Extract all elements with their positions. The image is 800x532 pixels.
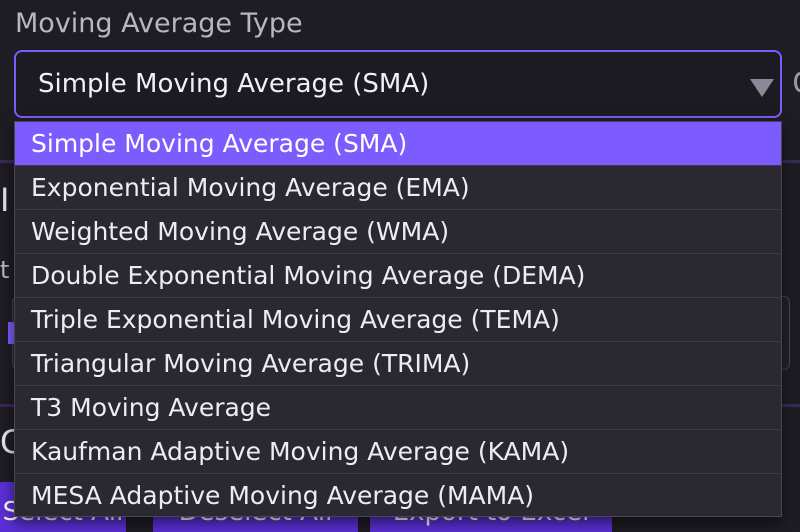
selected-value: Simple Moving Average (SMA) <box>38 69 430 99</box>
option-mama[interactable]: MESA Adaptive Moving Average (MAMA) <box>31 481 535 510</box>
option-ema[interactable]: Exponential Moving Average (EMA) <box>15 166 781 210</box>
option-kama[interactable]: Kaufman Adaptive Moving Average (KAMA) <box>15 430 781 474</box>
input-accent-marker <box>8 322 14 344</box>
option-sma[interactable]: Simple Moving Average (SMA) <box>15 122 781 166</box>
caret-down-icon[interactable] <box>750 79 774 97</box>
option-trima[interactable]: Triangular Moving Average (TRIMA) <box>15 342 781 386</box>
option-dema[interactable]: Double Exponential Moving Average (DEMA) <box>15 254 781 298</box>
moving-average-type-label: Moving Average Type <box>15 8 303 39</box>
option-tema[interactable]: Triple Exponential Moving Average (TEMA) <box>15 298 781 342</box>
option-wma[interactable]: Weighted Moving Average (WMA) <box>15 210 781 254</box>
field-label-fragment: t <box>0 256 10 284</box>
moving-average-type-dropdown: Simple Moving Average (SMA) Exponential … <box>14 121 782 517</box>
moving-average-type-select[interactable]: Simple Moving Average (SMA) <box>14 50 782 118</box>
option-t3[interactable]: T3 Moving Average <box>15 386 781 430</box>
info-icon[interactable] <box>794 72 800 92</box>
section-heading-fragment: I <box>0 181 10 219</box>
